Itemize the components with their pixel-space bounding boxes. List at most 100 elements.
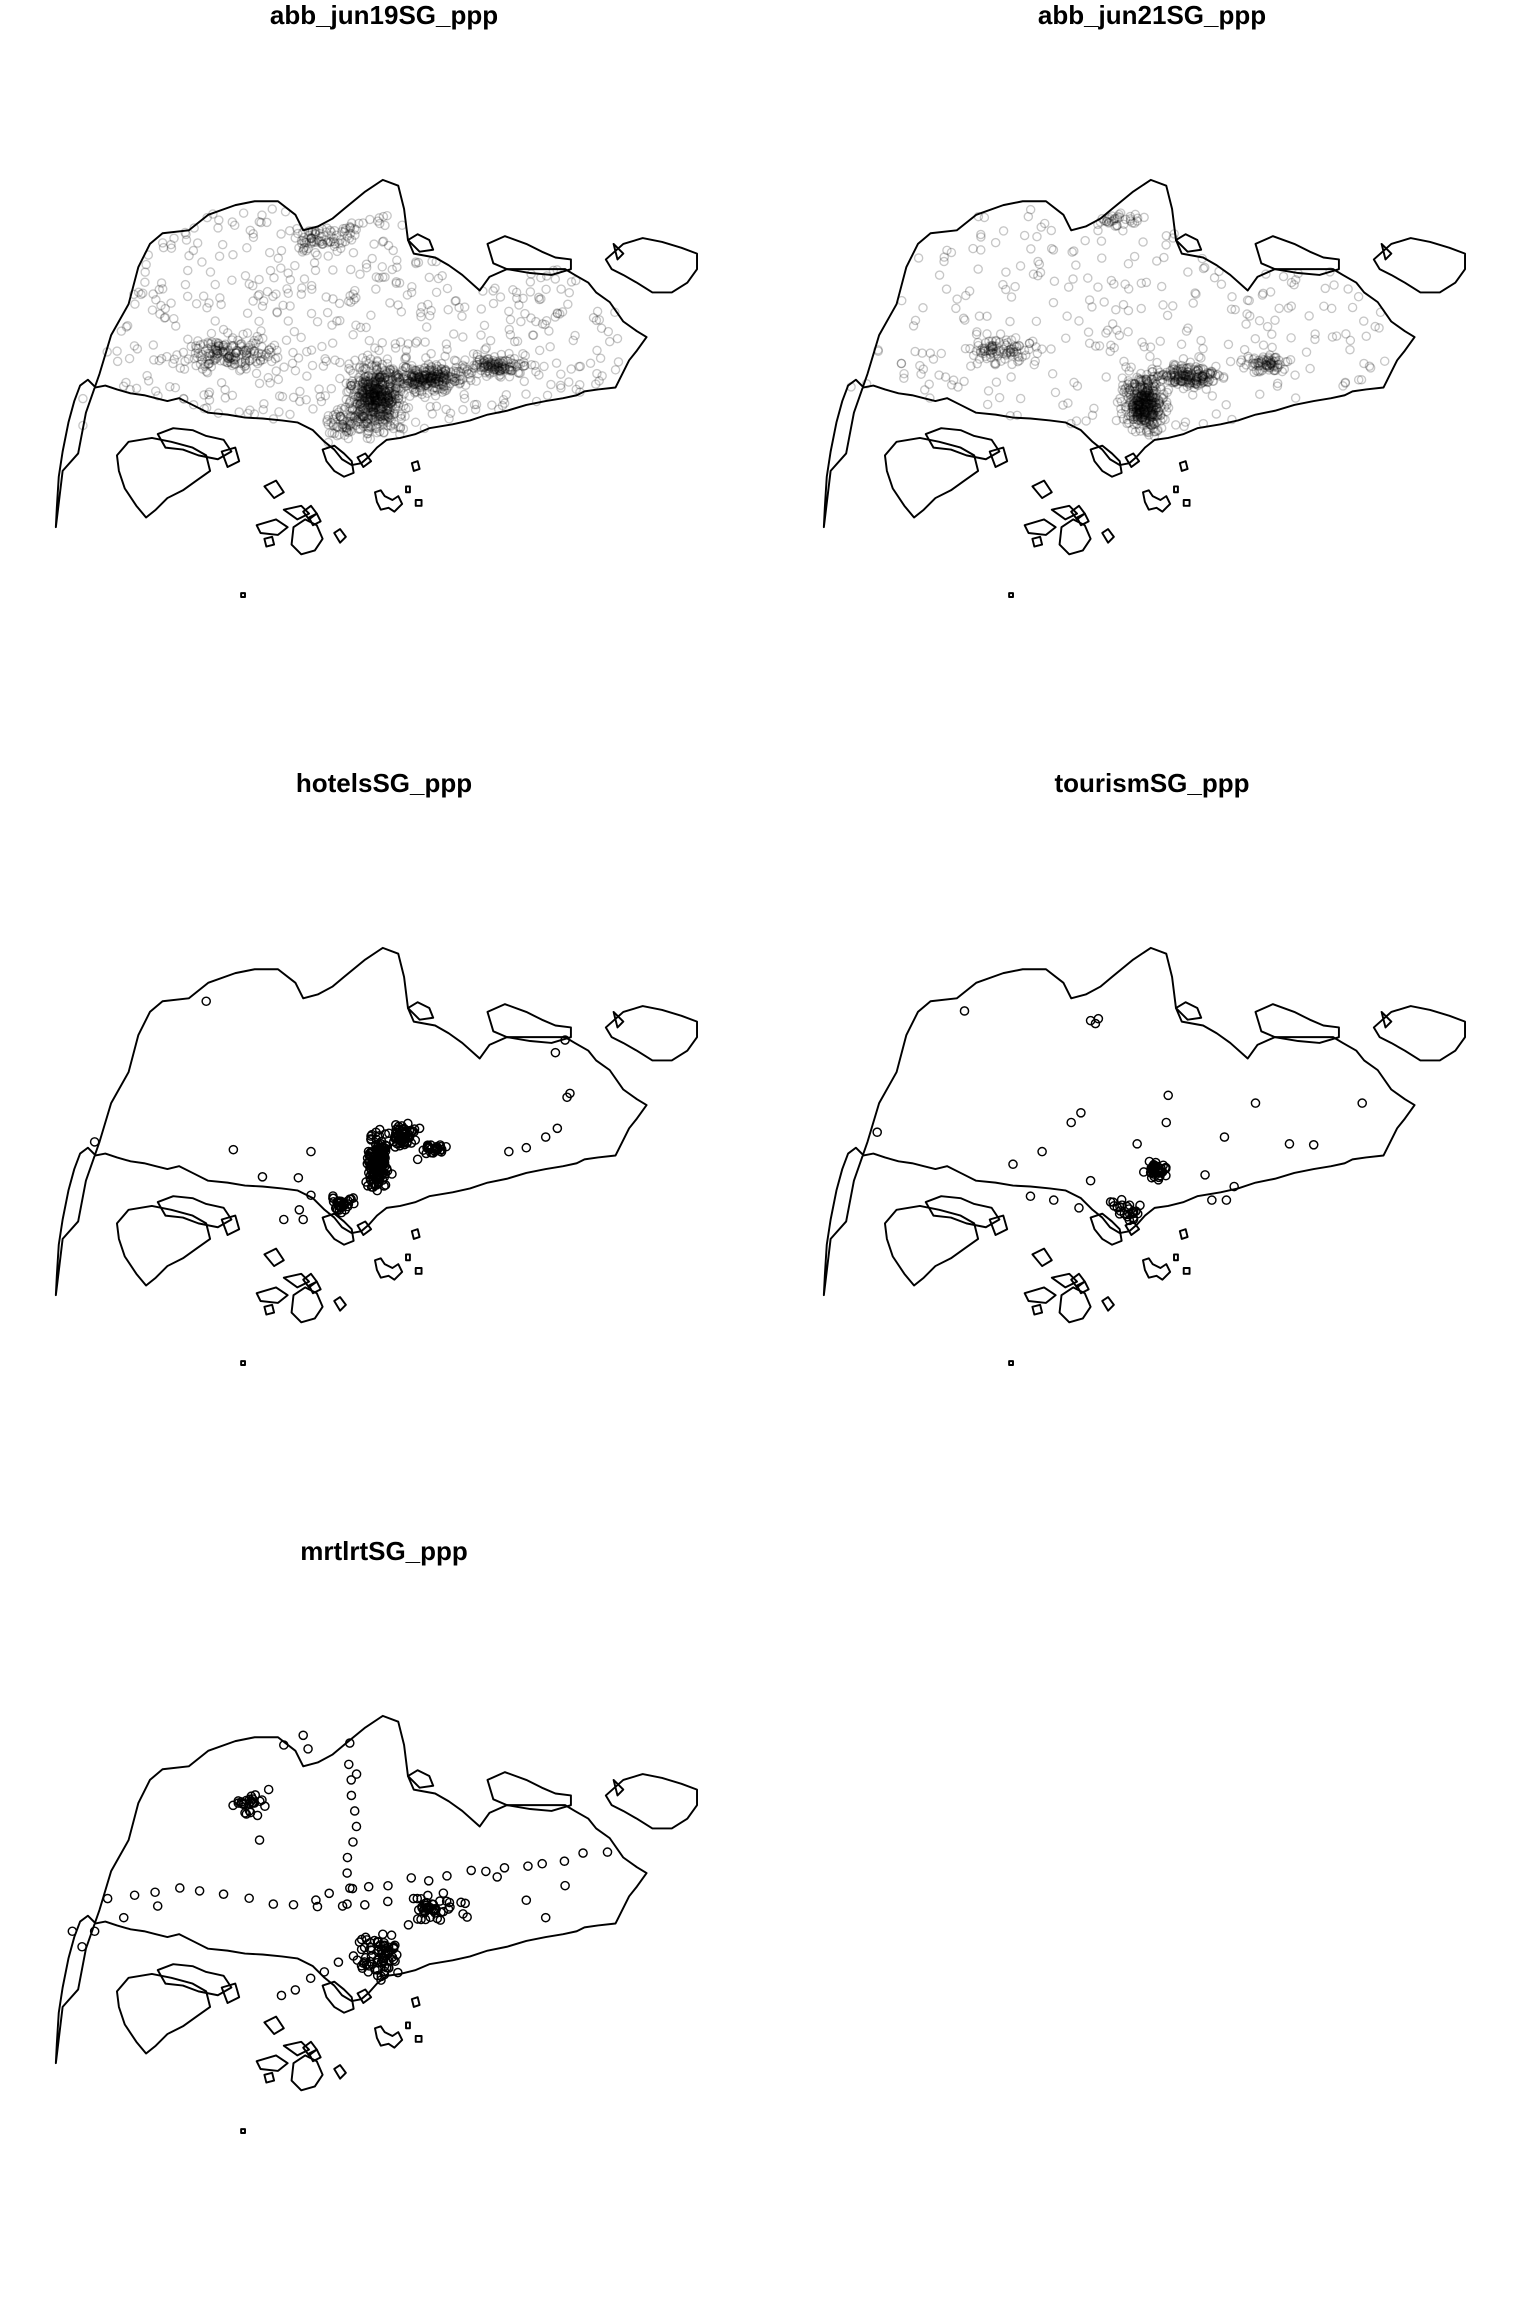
point bbox=[356, 409, 366, 420]
point bbox=[375, 409, 386, 419]
point bbox=[361, 388, 372, 399]
point bbox=[1141, 427, 1152, 437]
point bbox=[378, 1156, 388, 1167]
point bbox=[1106, 275, 1117, 286]
point bbox=[424, 376, 435, 386]
point bbox=[401, 362, 411, 373]
point bbox=[189, 353, 200, 364]
point bbox=[1120, 384, 1130, 395]
point bbox=[539, 361, 549, 372]
point bbox=[204, 298, 214, 308]
point bbox=[423, 382, 433, 392]
point bbox=[496, 360, 507, 371]
point bbox=[439, 372, 449, 383]
point bbox=[1134, 404, 1145, 415]
point bbox=[285, 274, 296, 285]
point bbox=[359, 419, 369, 429]
point bbox=[1009, 341, 1020, 352]
point bbox=[481, 371, 492, 382]
point bbox=[311, 1895, 321, 1905]
point bbox=[590, 379, 601, 389]
point bbox=[378, 236, 389, 246]
point bbox=[1158, 393, 1169, 403]
point bbox=[1125, 397, 1135, 408]
point bbox=[321, 227, 331, 237]
point bbox=[1112, 1202, 1123, 1213]
point bbox=[390, 343, 401, 353]
point bbox=[1147, 367, 1157, 377]
point bbox=[513, 358, 524, 369]
point bbox=[910, 346, 920, 357]
point bbox=[1142, 369, 1152, 380]
point bbox=[380, 272, 390, 282]
point bbox=[1147, 382, 1158, 393]
point bbox=[1196, 373, 1207, 383]
point bbox=[228, 354, 238, 365]
point bbox=[441, 366, 451, 376]
point bbox=[974, 354, 985, 364]
point bbox=[160, 312, 171, 323]
point bbox=[394, 372, 404, 382]
point bbox=[411, 257, 421, 267]
point bbox=[1264, 363, 1275, 373]
point bbox=[1049, 276, 1060, 287]
point bbox=[1151, 399, 1162, 410]
point bbox=[351, 420, 361, 431]
point bbox=[235, 358, 246, 369]
boundary-island bbox=[356, 1988, 373, 2004]
point bbox=[457, 363, 467, 374]
point bbox=[419, 371, 430, 382]
point bbox=[362, 384, 373, 395]
boundary-island bbox=[1182, 499, 1191, 507]
point bbox=[1263, 354, 1274, 364]
point bbox=[365, 396, 375, 406]
boundary-island bbox=[156, 427, 233, 461]
point bbox=[1257, 365, 1267, 376]
point bbox=[207, 337, 217, 347]
point bbox=[1001, 348, 1012, 359]
point bbox=[424, 373, 434, 383]
point bbox=[360, 372, 370, 382]
point bbox=[381, 399, 391, 409]
point bbox=[1110, 213, 1120, 224]
point bbox=[578, 1848, 588, 1858]
point bbox=[355, 322, 366, 333]
point bbox=[1310, 329, 1320, 339]
point bbox=[336, 412, 346, 423]
point bbox=[550, 1047, 561, 1058]
point bbox=[240, 356, 251, 366]
point bbox=[248, 338, 258, 348]
point bbox=[241, 351, 252, 361]
point bbox=[350, 285, 360, 296]
point bbox=[1193, 365, 1204, 376]
point bbox=[1131, 404, 1142, 414]
point bbox=[497, 356, 508, 366]
point bbox=[1132, 387, 1143, 398]
point bbox=[1140, 415, 1150, 426]
point bbox=[1150, 382, 1160, 392]
point bbox=[481, 1866, 491, 1877]
point bbox=[1204, 374, 1215, 385]
point bbox=[378, 211, 389, 222]
point bbox=[268, 414, 279, 424]
point bbox=[299, 274, 310, 284]
point bbox=[449, 376, 460, 386]
point bbox=[365, 434, 376, 444]
point bbox=[149, 355, 159, 365]
point bbox=[414, 385, 425, 396]
point bbox=[1266, 357, 1276, 367]
point bbox=[345, 378, 356, 388]
point bbox=[973, 340, 984, 351]
point bbox=[1269, 365, 1279, 376]
point bbox=[385, 420, 395, 431]
point bbox=[375, 368, 385, 378]
point bbox=[306, 233, 316, 243]
point bbox=[1285, 354, 1296, 365]
point bbox=[989, 349, 999, 359]
point bbox=[559, 1856, 570, 1867]
point bbox=[238, 329, 248, 340]
point bbox=[1175, 375, 1186, 386]
point bbox=[382, 390, 393, 401]
point bbox=[376, 370, 386, 380]
point bbox=[1133, 392, 1144, 403]
